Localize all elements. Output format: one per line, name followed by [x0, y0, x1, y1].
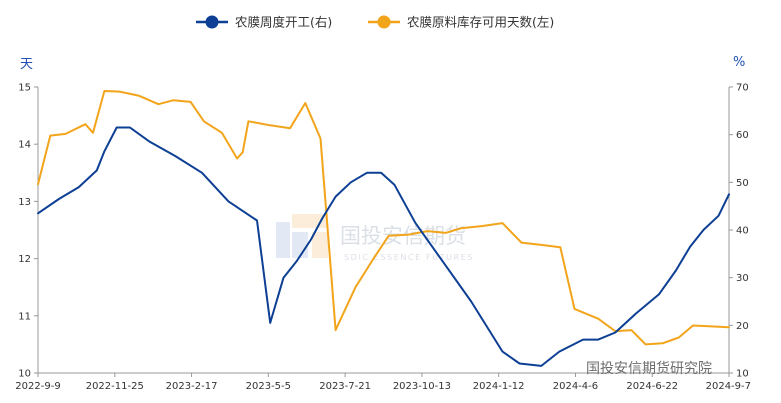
right-tick-label: 10	[736, 369, 749, 380]
left-tick-label: 14	[18, 140, 31, 151]
left-axis-ticks: 10 11 12 13 14 15	[18, 83, 38, 380]
right-axis-unit: %	[733, 55, 745, 70]
series-layer	[37, 90, 730, 367]
x-tick-label: 2024-6-22	[626, 381, 678, 392]
watermark-brand-en: SDIC ESSENCE FUTURES	[344, 253, 474, 262]
right-tick-label: 30	[736, 273, 749, 284]
x-tick-label: 2023-7-21	[319, 381, 371, 392]
right-tick-label: 40	[736, 226, 749, 237]
legend-marker-series-2	[377, 15, 391, 29]
x-tick-label: 2022-9-9	[15, 381, 60, 392]
legend-label-series-1: 农膜周度开工(右)	[235, 15, 332, 30]
x-tick-label: 2023-5-5	[246, 381, 291, 392]
x-tick-label: 2024-4-6	[553, 381, 598, 392]
left-tick-label: 13	[18, 197, 31, 208]
series-line-1	[37, 126, 730, 367]
left-tick-label: 15	[18, 83, 31, 94]
x-tick-label: 2023-10-13	[393, 381, 451, 392]
legend-label-series-2: 农膜原料库存可用天数(左)	[407, 15, 554, 30]
legend: 农膜周度开工(右) 农膜原料库存可用天数(左)	[196, 15, 554, 30]
legend-item-series-1: 农膜周度开工(右)	[196, 15, 332, 30]
x-tick-label: 2024-9-7	[706, 381, 751, 392]
x-tick-label: 2023-2-17	[166, 381, 218, 392]
left-tick-label: 12	[18, 254, 31, 265]
legend-marker-series-1	[205, 15, 219, 29]
right-tick-label: 20	[736, 321, 749, 332]
right-tick-label: 60	[736, 130, 749, 141]
left-tick-label: 11	[18, 311, 31, 322]
right-tick-label: 50	[736, 178, 749, 189]
x-tick-label: 2022-11-25	[86, 381, 144, 392]
left-tick-label: 10	[18, 369, 31, 380]
x-axis-ticks: 2022-9-9 2022-11-25 2023-2-17 2023-5-5 2023-…	[15, 373, 751, 392]
x-tick-label: 2024-1-12	[473, 381, 525, 392]
right-tick-label: 70	[736, 83, 749, 94]
left-axis-unit: 天	[20, 57, 33, 72]
footer-credit: 国投安信期货研究院	[586, 360, 712, 377]
right-axis-ticks: 10 20 30 40 50 60 70	[729, 83, 749, 380]
series-line-2	[37, 90, 730, 346]
watermark-brand-cn: 国投安信期货	[340, 224, 466, 248]
legend-item-series-2: 农膜原料库存可用天数(左)	[368, 15, 554, 30]
